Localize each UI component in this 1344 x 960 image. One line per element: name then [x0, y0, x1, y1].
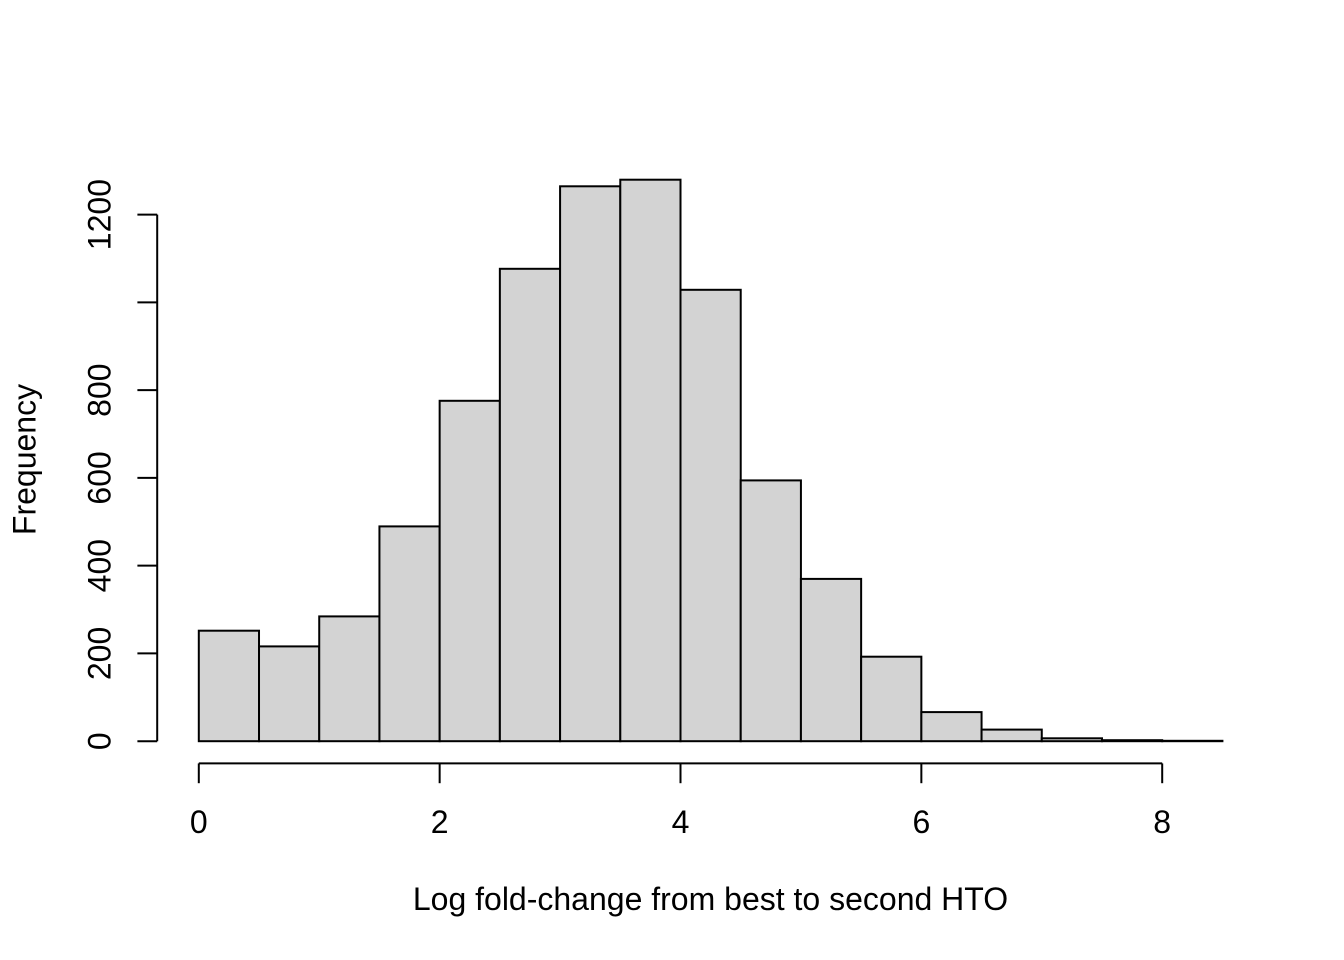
svg-text:4: 4	[672, 804, 690, 840]
svg-text:200: 200	[82, 627, 118, 680]
svg-text:Frequency: Frequency	[7, 384, 43, 535]
svg-text:600: 600	[82, 451, 118, 504]
svg-text:0: 0	[82, 732, 118, 750]
svg-text:6: 6	[912, 804, 930, 840]
svg-text:400: 400	[82, 539, 118, 592]
svg-text:800: 800	[82, 363, 118, 416]
svg-text:Log fold-change from best to s: Log fold-change from best to second HTO	[413, 881, 1008, 917]
svg-text:8: 8	[1153, 804, 1171, 840]
svg-text:1200: 1200	[82, 179, 118, 250]
svg-text:2: 2	[431, 804, 449, 840]
svg-text:0: 0	[190, 804, 208, 840]
